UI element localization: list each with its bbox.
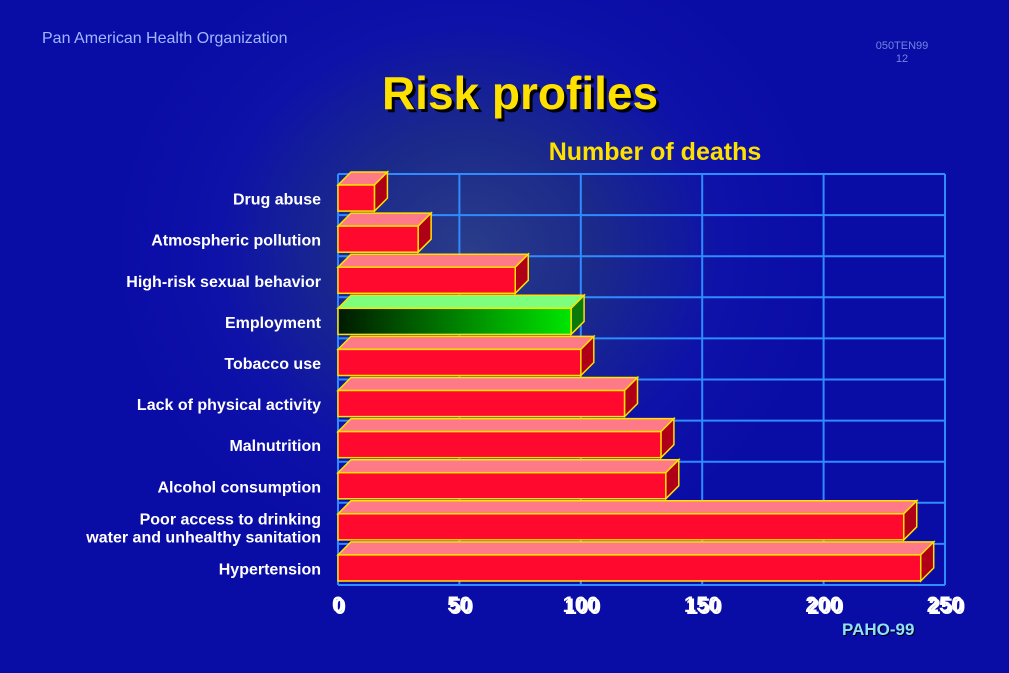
organization-name: Pan American Health Organization [42, 30, 288, 47]
x-tick-label: 250 [927, 592, 964, 617]
x-tick-label-shadow: 50 [449, 594, 473, 619]
x-tick-label: 150 [684, 592, 721, 617]
bar [336, 498, 919, 542]
bar-front-face [337, 348, 582, 377]
category-label: Poor access to drinking water and unhealt… [85, 511, 321, 546]
category-label-line: Hypertension [219, 561, 321, 578]
bar-top-face [336, 253, 531, 268]
x-tick-label: 0 [332, 592, 344, 617]
bar-top-face [336, 376, 640, 392]
bar-top-face [336, 212, 433, 227]
bar [336, 293, 586, 337]
x-tick-label: 100 [562, 592, 599, 617]
category-label-line: Atmospheric pollution [151, 233, 321, 250]
bar-front-face [337, 389, 626, 418]
chart-bars [336, 170, 936, 583]
category-label: Alcohol consumption [157, 479, 321, 496]
bar-top-face [336, 541, 936, 556]
bar [336, 252, 531, 296]
bar-top-face [336, 294, 586, 310]
bar-front-face [337, 266, 516, 295]
category-label-line: Lack of physical activity [137, 397, 321, 414]
bar-front-face [337, 430, 662, 459]
bar [336, 540, 936, 583]
bar-top-face [336, 458, 681, 474]
chart-title: Risk profiles [381, 67, 659, 119]
bar-top-face [336, 500, 919, 515]
category-labels: Drug abuse Atmospheric pollution High-risk… [85, 192, 321, 579]
slide-code-line2: 12 [895, 53, 909, 65]
category-label-line: Alcohol consumption [157, 479, 321, 496]
bar-front-face [337, 225, 419, 253]
bar-front-face [337, 554, 922, 582]
category-label: Atmospheric pollution [151, 233, 321, 250]
bar-front-face [337, 513, 905, 541]
bar [336, 334, 596, 378]
category-label: Malnutrition [229, 438, 321, 455]
category-label: Drug abuse [233, 192, 321, 209]
x-tick-label: 200 [805, 592, 842, 617]
category-label-line: Malnutrition [229, 438, 321, 455]
bar [336, 457, 681, 501]
category-label-line: water and unhealthy sanitation [85, 529, 321, 546]
category-label: High-risk sexual behavior [126, 274, 321, 291]
x-tick-label-shadow: 200 [807, 594, 844, 619]
category-label: Hypertension [219, 561, 321, 578]
slide-code-line1: 050TEN99 [875, 40, 929, 52]
x-tick-label-shadow: 150 [686, 594, 723, 619]
bar-front-face [337, 307, 572, 336]
x-tick-label: 50 [447, 592, 471, 617]
bar-front-face [337, 471, 667, 500]
bar [336, 375, 640, 419]
bar-top-face [336, 335, 596, 351]
category-label-line: Poor access to drinking [140, 511, 321, 528]
x-tick-label-shadow: 100 [564, 594, 601, 619]
bar [336, 170, 390, 213]
category-label-line: Drug abuse [233, 192, 321, 209]
bar-top-face [336, 417, 676, 433]
slide-code: 050TEN99 12 [862, 40, 942, 66]
chart-subtitle: Number of deaths [548, 138, 762, 166]
category-label: Tobacco use [224, 356, 321, 373]
footer-label: PAHO-99 [842, 620, 915, 639]
category-label: Lack of physical activity [137, 397, 321, 414]
category-label-line: Employment [225, 315, 322, 332]
x-tick-label-shadow: 0 [334, 594, 346, 619]
category-label-line: Tobacco use [224, 356, 321, 373]
bar-front-face [337, 184, 376, 212]
category-label-line: High-risk sexual behavior [126, 274, 321, 291]
bar [336, 211, 433, 255]
bar [336, 416, 676, 460]
category-label: Employment [225, 315, 322, 332]
x-tick-label-shadow: 250 [929, 594, 966, 619]
